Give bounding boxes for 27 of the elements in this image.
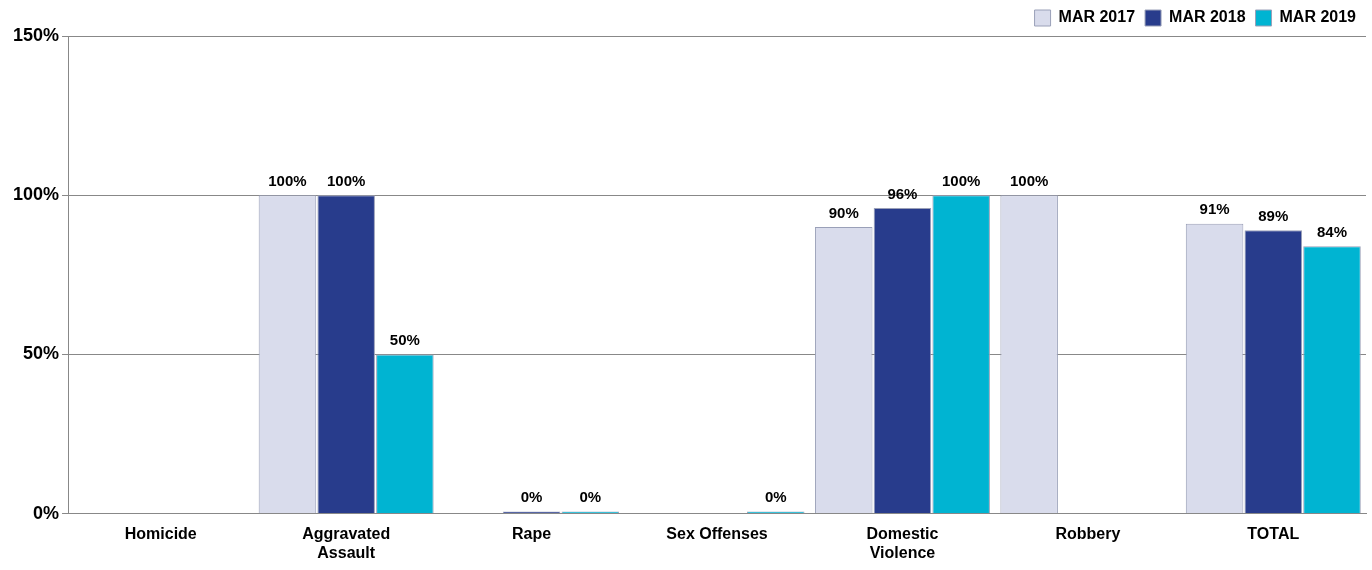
- data-label: 90%: [828, 203, 859, 221]
- y-tick-label: 150%: [12, 24, 60, 45]
- legend-label: MAR 2017: [1058, 8, 1136, 26]
- y-tick-label: 50%: [23, 343, 60, 364]
- data-label: 0%: [579, 488, 602, 506]
- legend-label: MAR 2018: [1169, 8, 1246, 26]
- x-tick-label: Robbery: [1055, 524, 1121, 542]
- y-tick-label: 0%: [33, 502, 60, 523]
- x-tick-label: TOTAL: [1247, 524, 1300, 542]
- legend-label: MAR 2019: [1279, 8, 1357, 26]
- x-tick-label: Aggravated Assault: [302, 524, 391, 561]
- data-label: 100%: [941, 171, 981, 189]
- data-label: 84%: [1316, 222, 1348, 240]
- data-label: 100%: [268, 171, 307, 189]
- data-label: 96%: [887, 184, 918, 202]
- data-label: 0%: [520, 488, 543, 506]
- x-tick-label: Homicide: [124, 524, 197, 542]
- data-label: 100%: [1009, 171, 1049, 189]
- data-label: 50%: [389, 331, 420, 349]
- data-label: 89%: [1258, 206, 1289, 224]
- data-label: 100%: [326, 171, 366, 189]
- data-label: 0%: [764, 488, 787, 506]
- x-tick-label: Sex Offenses: [666, 524, 768, 542]
- data-label: 91%: [1199, 200, 1230, 218]
- x-tick-label: Rape: [512, 524, 552, 542]
- y-tick-label: 100%: [12, 184, 60, 205]
- x-tick-label: Domestic Violence: [866, 524, 939, 561]
